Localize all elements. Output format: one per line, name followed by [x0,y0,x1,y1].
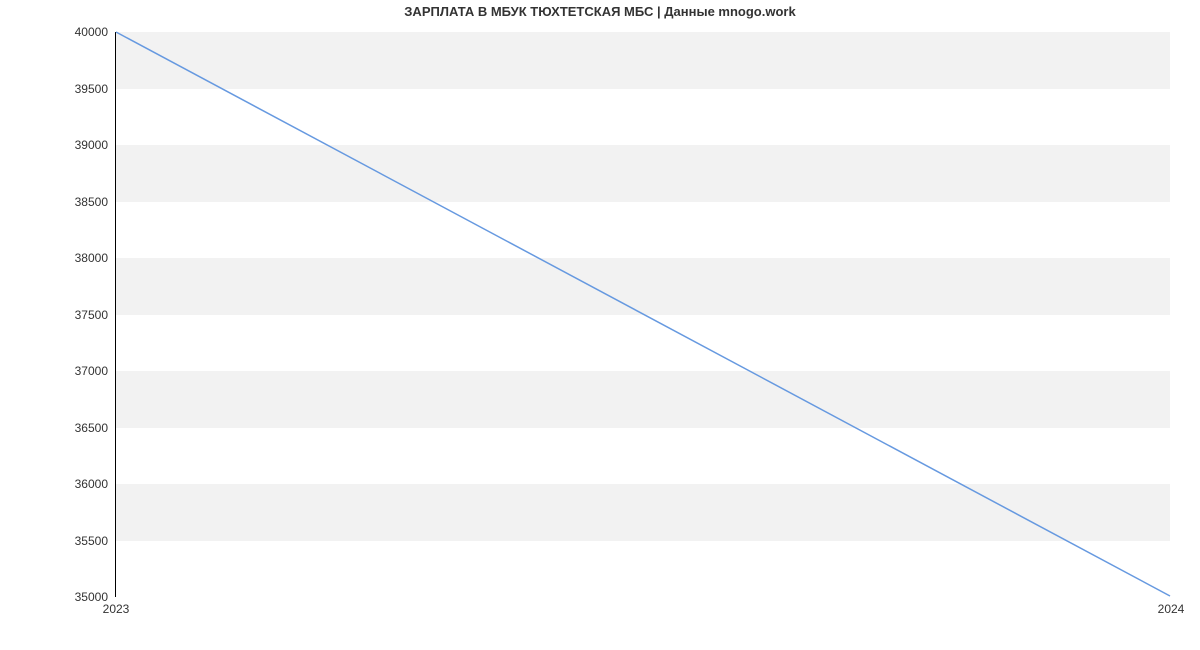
chart-title: ЗАРПЛАТА В МБУК ТЮХТЕТСКАЯ МБС | Данные … [0,4,1200,19]
y-tick-label: 39000 [75,138,116,152]
y-tick-label: 36500 [75,421,116,435]
y-tick-label: 38000 [75,251,116,265]
line-layer [116,32,1170,596]
series-line [116,32,1170,596]
x-tick-label: 2024 [1158,596,1185,616]
y-tick-label: 40000 [75,25,116,39]
x-tick-label: 2023 [103,596,130,616]
y-tick-label: 38500 [75,195,116,209]
plot-area: 3500035500360003650037000375003800038500… [115,32,1170,597]
y-tick-label: 36000 [75,477,116,491]
y-tick-label: 37000 [75,364,116,378]
y-tick-label: 35500 [75,534,116,548]
y-tick-label: 37500 [75,308,116,322]
y-tick-label: 39500 [75,82,116,96]
chart-container: ЗАРПЛАТА В МБУК ТЮХТЕТСКАЯ МБС | Данные … [0,0,1200,650]
